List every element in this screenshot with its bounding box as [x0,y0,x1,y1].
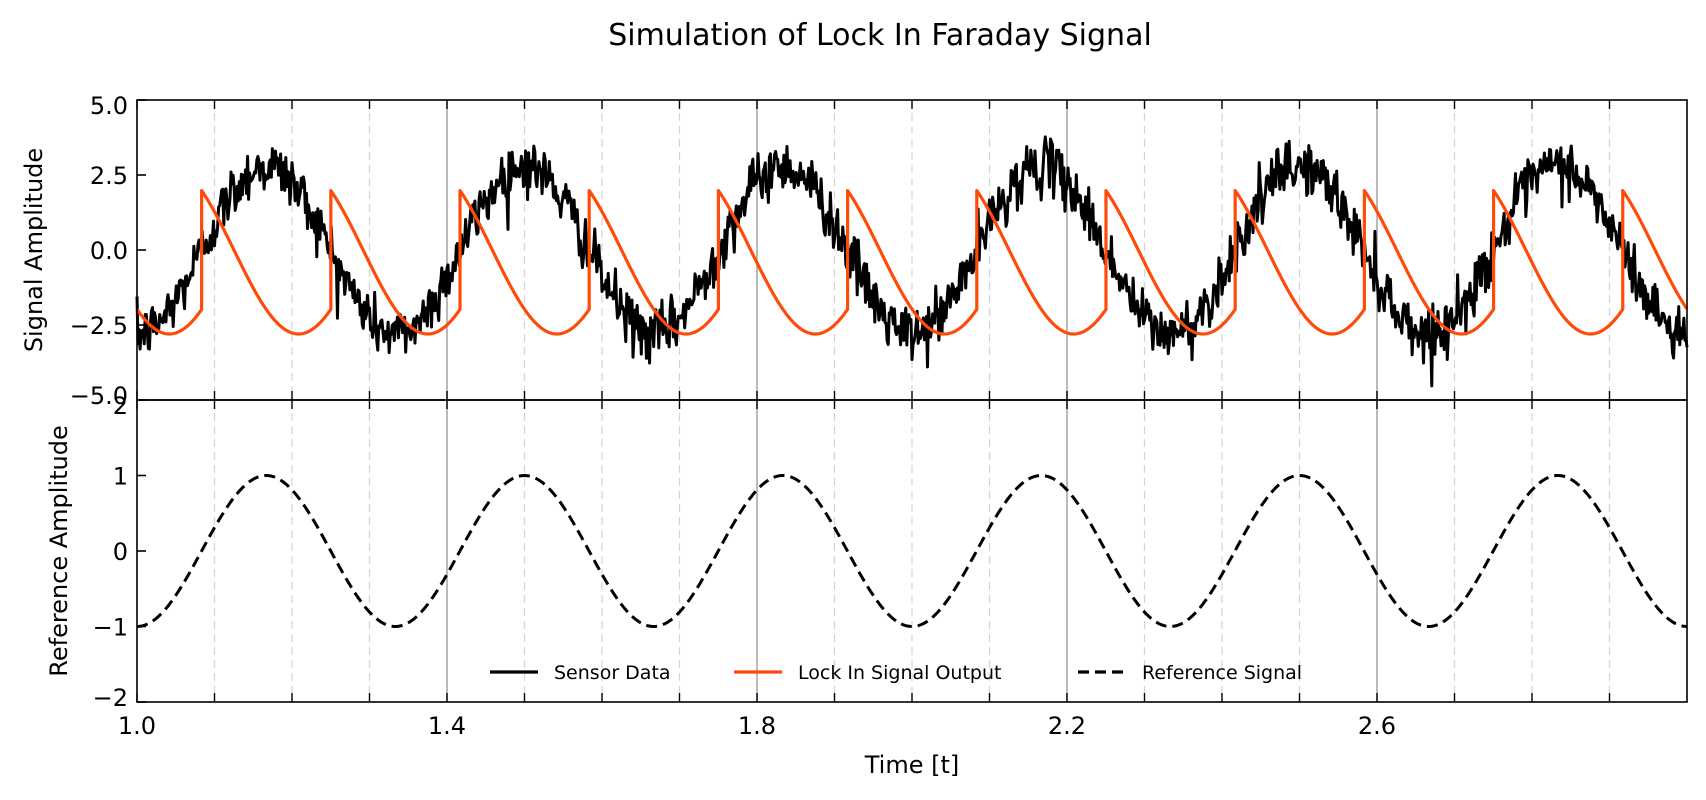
reference-ticks: 2 1 0 −1 −2 [93,392,1611,712]
series-line-lock-in-signal-output [135,189,1689,336]
signal-panel: 5.0 2.5 0.0 −2.5 −5.0 Signal Amplitude [20,92,1689,410]
legend-label: Reference Signal [1142,662,1302,684]
series-line-reference-signal [136,474,1688,628]
reference-y-tick-label: −2 [93,684,128,712]
signal-ticks: 5.0 2.5 0.0 −2.5 −5.0 [70,92,1611,410]
reference-grid [213,400,1611,702]
signal-y-axis-label: Signal Amplitude [20,148,48,352]
x-tick-label: 2.2 [1048,712,1086,740]
x-tick-label: 2.6 [1358,712,1396,740]
x-tick-label: 1.8 [738,712,776,740]
signal-y-tick-label: −2.5 [70,312,128,340]
signal-y-tick-label: −5.0 [70,382,128,410]
x-tick-label: 1.4 [428,712,466,740]
signal-y-tick-label: 0.0 [90,237,128,265]
reference-y-axis-label: Reference Amplitude [45,425,73,676]
legend: Sensor Data Lock In Signal Output Referenc… [490,662,1302,684]
reference-y-tick-label: 1 [113,463,128,491]
reference-y-tick-label: 2 [113,392,128,420]
x-axis-ticks: 1.0 1.4 1.8 2.2 2.6 [118,712,1396,740]
chart-title: Simulation of Lock In Faraday Signal [608,18,1152,53]
signal-y-tick-label: 5.0 [90,92,128,120]
signal-y-tick-label: 2.5 [90,162,128,190]
reference-y-tick-label: −1 [93,614,128,642]
legend-label: Sensor Data [554,662,671,684]
x-axis-label: Time [t] [864,751,960,779]
legend-label: Lock In Signal Output [798,662,1001,684]
reference-panel: 2 1 0 −1 −2 Reference Amplitude [45,392,1688,712]
x-tick-label: 1.0 [118,712,156,740]
reference-series [136,474,1688,628]
signal-series [135,135,1689,388]
reference-y-tick-label: 0 [113,538,128,566]
